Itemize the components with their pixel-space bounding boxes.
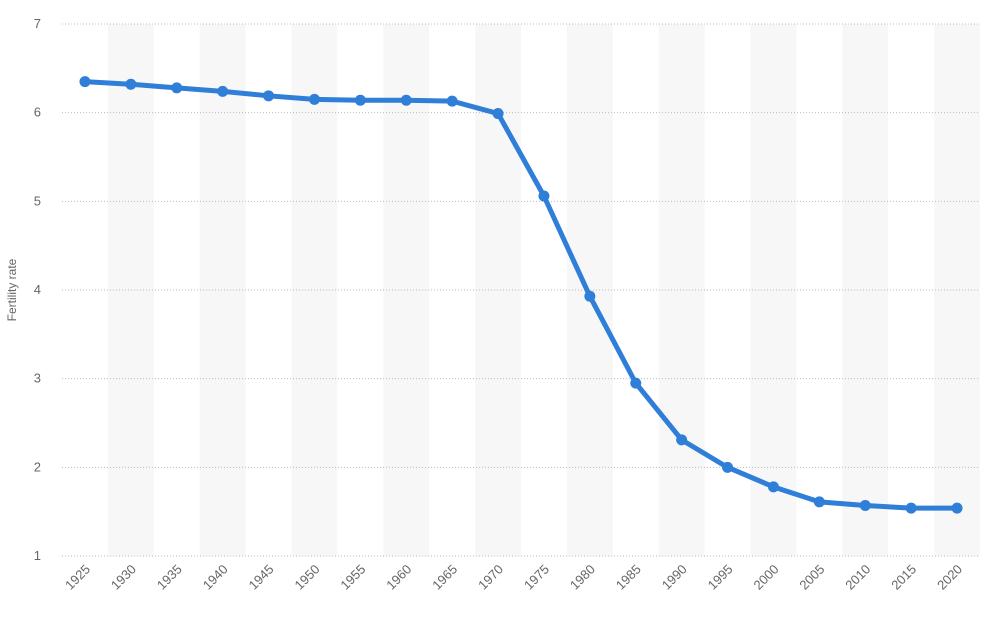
data-point-1990	[676, 434, 688, 446]
x-tick-label-2000: 2000	[751, 562, 782, 593]
data-point-1950	[308, 93, 320, 105]
data-point-1960	[400, 94, 412, 106]
data-point-2020	[951, 502, 963, 514]
y-tick-label-2: 2	[34, 459, 41, 474]
y-tick-label-7: 7	[34, 16, 41, 31]
data-point-1965	[446, 95, 458, 107]
y-tick-label-3: 3	[34, 371, 41, 386]
data-point-1970	[492, 108, 504, 120]
data-point-2015	[905, 502, 917, 514]
x-tick-label-1950: 1950	[292, 562, 323, 593]
y-tick-label-6: 6	[34, 105, 41, 120]
x-tick-label-1975: 1975	[521, 562, 552, 593]
x-tick-label-1970: 1970	[475, 562, 506, 593]
band-1940	[199, 24, 246, 556]
band-2020	[934, 24, 980, 556]
x-tick-label-1945: 1945	[246, 562, 277, 593]
data-point-2005	[813, 496, 825, 508]
x-tick-label-1995: 1995	[705, 562, 736, 593]
x-axis-ticks: 1925 1930 1935 1940 1945 1950 1955 1960 1965 1970…	[62, 562, 965, 593]
y-axis-ticks: 1 2 3 4 5 6 7	[34, 16, 41, 563]
data-point-1995	[722, 461, 734, 473]
x-tick-label-1990: 1990	[659, 562, 690, 593]
data-point-1935	[171, 82, 183, 94]
x-tick-label-1925: 1925	[62, 562, 93, 593]
series-line	[82, 79, 960, 511]
data-point-2000	[767, 481, 779, 493]
x-tick-label-1980: 1980	[567, 562, 598, 593]
x-tick-label-1985: 1985	[613, 562, 644, 593]
series-group	[79, 76, 963, 514]
x-tick-label-1930: 1930	[108, 562, 139, 593]
alternating-bands	[107, 24, 980, 556]
data-point-1975	[538, 190, 550, 202]
x-tick-label-1935: 1935	[154, 562, 185, 593]
x-tick-label-2015: 2015	[888, 562, 919, 593]
x-tick-label-1955: 1955	[337, 562, 368, 593]
data-point-1925	[79, 76, 91, 88]
x-tick-label-2020: 2020	[934, 562, 965, 593]
x-tick-label-1940: 1940	[200, 562, 231, 593]
data-point-1980	[584, 290, 596, 302]
x-tick-label-2005: 2005	[796, 562, 827, 593]
y-tick-label-4: 4	[34, 282, 41, 297]
data-point-1985	[630, 377, 642, 389]
data-point-1955	[354, 94, 366, 106]
data-point-1930	[125, 78, 137, 90]
data-point-2010	[859, 499, 871, 511]
x-tick-label-1960: 1960	[383, 562, 414, 593]
y-tick-label-5: 5	[34, 193, 41, 208]
band-1960	[383, 24, 430, 556]
band-2010	[842, 24, 889, 556]
grid-lines	[62, 23, 980, 557]
data-point-1940	[217, 85, 229, 97]
data-point-1945	[263, 90, 275, 102]
y-axis-title: Fertility rate	[5, 258, 19, 321]
x-tick-label-1965: 1965	[429, 562, 460, 593]
band-1990	[658, 24, 705, 556]
y-tick-label-1: 1	[34, 548, 41, 563]
x-tick-label-2010: 2010	[842, 562, 873, 593]
band-1970	[475, 24, 521, 556]
